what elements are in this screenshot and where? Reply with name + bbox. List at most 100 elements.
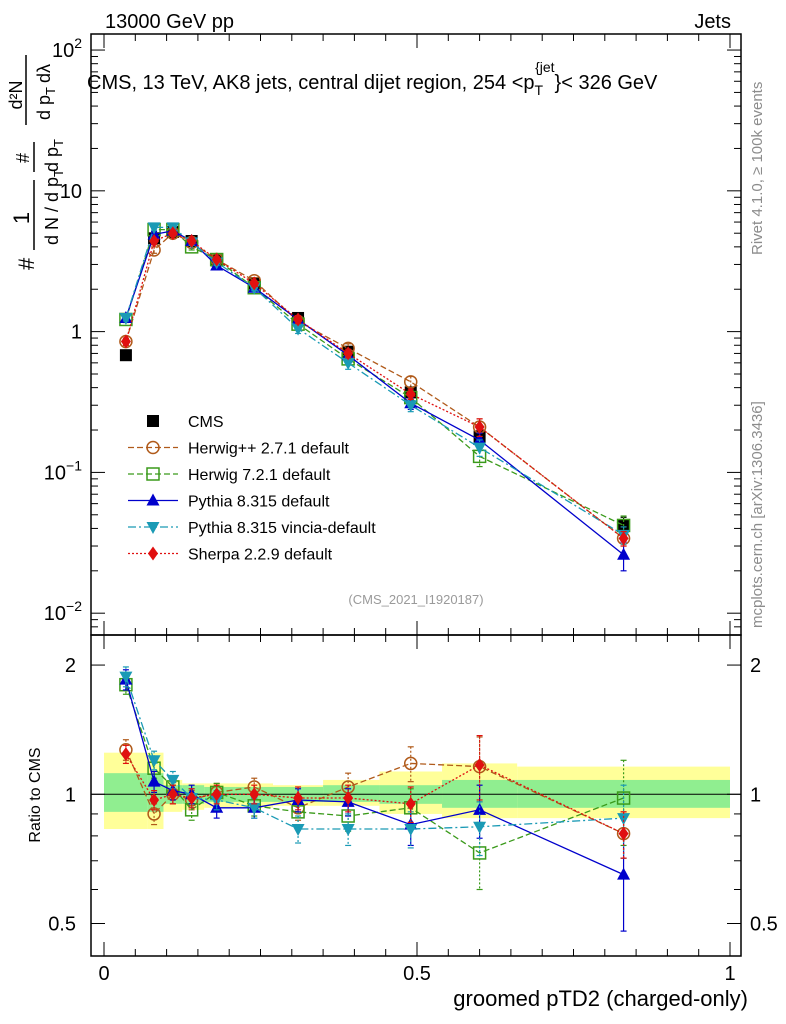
svg-text:d pT: d pT [42, 139, 66, 172]
series-line [125, 232, 624, 539]
data-point [618, 531, 629, 546]
data-point [403, 756, 418, 771]
rivet-version-label: Rivet 4.1.0, ≥ 100k events [749, 82, 766, 255]
svg-text:#: # [13, 153, 33, 163]
legend-label: Herwig++ 2.7.1 default [188, 441, 350, 458]
data-point [341, 357, 355, 370]
svg-text:1: 1 [9, 212, 34, 224]
data-point [211, 252, 222, 267]
data-point [166, 774, 180, 787]
ratio-panel-series [119, 666, 631, 932]
legend-label: CMS [188, 414, 224, 431]
data-point [474, 758, 485, 773]
band-inner-bin [323, 785, 380, 802]
ratio-y-tick-label-right: 0.5 [750, 913, 778, 935]
ratio-y-tick-label-right: 1 [750, 784, 761, 806]
series-herwig7 [119, 222, 631, 538]
data-point [405, 387, 416, 402]
legend-label: Pythia 8.315 vincia-default [188, 520, 376, 537]
data-point [147, 774, 161, 787]
plot-title: CMS, 13 TeV, AK8 jets, central dijet reg… [87, 59, 658, 98]
series-vincia-ratio [119, 666, 631, 859]
ratio-y-tick-label-left: 0.5 [48, 913, 76, 935]
data-point [149, 792, 160, 807]
data-point [343, 791, 354, 806]
series-sherpa [120, 226, 629, 547]
legend-entry-herwigpp: Herwig++ 2.7.1 default [128, 441, 350, 458]
legend-marker [146, 467, 160, 481]
data-point [120, 747, 131, 762]
ratio-y-tick-label-left: 1 [65, 784, 76, 806]
data-point [341, 824, 355, 837]
main-panel-series [119, 222, 631, 572]
header-right: Jets [694, 11, 731, 33]
legend: CMS Herwig++ 2.7.1 default Herwig 7.2.1 de… [128, 414, 376, 564]
series-line [125, 228, 624, 526]
legend-marker [146, 493, 160, 506]
legend-marker [147, 415, 159, 427]
main-panel-frame [90, 33, 742, 636]
ratio-y-tick-label-left: 2 [65, 655, 76, 677]
series-pythia [119, 223, 631, 572]
data-point [343, 346, 354, 361]
data-point [473, 821, 487, 834]
legend-marker [146, 522, 160, 534]
svg-text:d pTdλ: d pTdλ [34, 64, 58, 120]
legend-entry-vincia: Pythia 8.315 vincia-default [128, 520, 376, 537]
svg-text:d²N: d²N [6, 80, 26, 109]
x-tick-label: 1 [724, 963, 735, 985]
series-line [125, 684, 624, 854]
legend-marker [146, 440, 160, 455]
band-inner-bin [104, 773, 148, 812]
data-point [404, 824, 418, 837]
data-point [291, 323, 305, 336]
analysis-reference: (CMS_2021_I1920187) [348, 592, 483, 607]
data-point [617, 813, 631, 826]
axis-ticks: 10−2 10−1 1 10 102 0.5 0.5 1 1 2 2 0 0.5 1 [44, 34, 778, 985]
y-tick-label: 10 [60, 181, 82, 203]
legend-entry-cms: CMS [147, 414, 224, 431]
main-y-axis-label: # 1 d N / d pT # d pT d²N d pTdλ [6, 55, 66, 270]
data-point [291, 824, 305, 837]
data-point [473, 432, 487, 445]
data-point [617, 867, 631, 880]
data-point [186, 791, 197, 806]
data-point [186, 234, 197, 249]
header-left: 13000 GeV pp [105, 11, 234, 33]
svg-text:d N / d pT: d N / d pT [42, 169, 66, 245]
data-point [149, 234, 160, 249]
data-point [211, 787, 222, 802]
legend-label: Pythia 8.315 default [188, 494, 330, 511]
data-point [247, 802, 261, 815]
y-tick-label: 10−1 [44, 457, 82, 484]
data-point [293, 312, 304, 327]
ratio-y-tick-label-right: 2 [750, 655, 761, 677]
legend-entry-sherpa: Sherpa 2.2.9 default [128, 546, 333, 564]
data-point [119, 312, 133, 325]
data-point [473, 442, 487, 455]
ratio-y-axis-label: Ratio to CMS [27, 747, 44, 842]
series-sherpa-ratio [120, 734, 629, 859]
legend-label: Sherpa 2.2.9 default [188, 547, 333, 564]
legend-marker [148, 546, 158, 561]
data-point [119, 671, 133, 684]
data-point [249, 787, 260, 802]
data-point [293, 791, 304, 806]
x-axis-label: groomed pTD2 (charged-only) [453, 986, 748, 1011]
data-point [119, 349, 132, 362]
x-tick-label: 0 [98, 963, 109, 985]
mcplots-citation-label: mcplots.cern.ch [arXiv:1306.3436] [749, 401, 766, 628]
series-cms [119, 225, 630, 536]
data-point [618, 826, 629, 841]
x-tick-label: 0.5 [403, 963, 431, 985]
ratio-panel-frame [90, 634, 742, 957]
svg-text:#: # [14, 257, 39, 270]
y-tick-label: 102 [52, 35, 82, 62]
legend-entry-herwig7: Herwig 7.2.1 default [128, 467, 331, 484]
legend-label: Herwig 7.2.1 default [188, 467, 331, 484]
data-point [120, 334, 131, 349]
data-point [249, 276, 260, 291]
y-tick-label: 10−2 [44, 598, 82, 625]
y-tick-label: 1 [71, 322, 82, 344]
